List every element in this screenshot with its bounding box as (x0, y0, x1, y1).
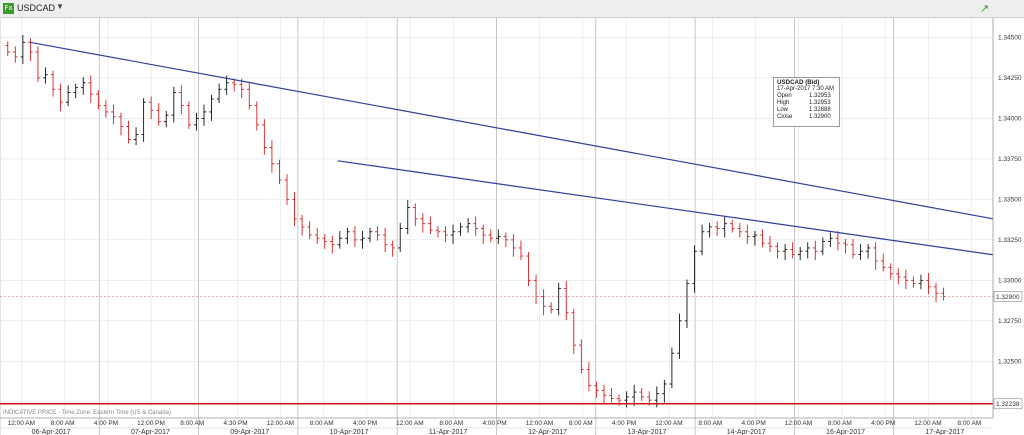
last-price-box (993, 291, 1023, 302)
time-tick-label: 8:00 AM (698, 420, 722, 427)
date-label: 16-Apr-2017 (826, 429, 865, 435)
date-label: 14-Apr-2017 (727, 429, 766, 435)
time-tick-label: 12:00 AM (396, 420, 423, 427)
time-tick-label: 8:00 AM (569, 420, 593, 427)
time-tick-label: 4:00 PM (871, 420, 895, 427)
date-label: 10-Apr-2017 (330, 429, 369, 435)
time-tick-label: 12:00 AM (267, 420, 294, 427)
price-tick-label: 1.32500 (998, 359, 1022, 366)
trendlines (0, 41, 994, 405)
date-label: 06-Apr-2017 (32, 429, 71, 435)
time-tick-label: 4:00 PM (742, 420, 766, 427)
time-tick-label: 4:30 PM (223, 420, 247, 427)
date-label: 09-Apr-2017 (230, 429, 269, 435)
time-tick-label: 12:00 AM (526, 420, 553, 427)
time-tick-label: 12:00 AM (8, 420, 35, 427)
support-price-label: 1.32238 (996, 401, 1020, 408)
time-axis: 12:00 AM 8:00 AM 4:00 PM 12:00 PM 8:00 AM 4:3… (0, 417, 993, 435)
price-tick-label: 1.32750 (998, 318, 1022, 325)
last-price-label: 1.32900 (996, 294, 1020, 301)
time-tick-label: 12:00 PM (137, 420, 165, 427)
tooltip-row-close: Close 1.32900 (777, 114, 831, 120)
time-tick-label: 12:00 AM (785, 420, 812, 427)
price-tick-label: 1.33000 (998, 278, 1022, 285)
date-label: 07-Apr-2017 (131, 429, 170, 435)
price-tick-label: 1.34250 (998, 75, 1022, 82)
price-tick-label: 1.33750 (998, 156, 1022, 163)
time-tick-label: 8:00 AM (957, 420, 981, 427)
chart-icon[interactable]: Fx (3, 3, 14, 14)
tooltip-row-low: Low 1.32888 (777, 107, 831, 113)
time-tick-label: 12:00 AM (655, 420, 682, 427)
price-tick-label: 1.34500 (998, 35, 1022, 42)
time-tick-label: 8:00 AM (439, 420, 463, 427)
time-tick-label: 8:00 AM (310, 420, 334, 427)
time-tick-label: 8:00 AM (828, 420, 852, 427)
price-axis: 1.34500 1.34250 1.34000 1.33750 1.33500 1.332… (992, 18, 1023, 418)
support-price-box (993, 398, 1023, 410)
tooltip-title: USDCAD (Bid) (777, 79, 820, 86)
time-tick-label: 12:00 AM (914, 420, 941, 427)
date-label: 17-Apr-2017 (925, 429, 964, 435)
trendline (29, 41, 994, 220)
price-tick-label: 1.33250 (998, 237, 1022, 244)
time-tick-label: 8:00 AM (51, 420, 75, 427)
trendline (337, 160, 994, 256)
ohlc-tooltip: USDCAD (Bid) 17-Apr-2017 7:30 AM Open 1.3… (773, 77, 840, 127)
date-label: 12-Apr-2017 (528, 429, 567, 435)
date-label: 13-Apr-2017 (627, 429, 666, 435)
chart-toolbar: Fx USDCAD ▼ ↗ (0, 0, 1024, 18)
chevron-down-icon[interactable]: ▼ (56, 2, 64, 11)
time-tick-label: 4:00 PM (612, 420, 636, 427)
footnote: INDICATIVE PRICE - Time Zone: Eastern Ti… (3, 410, 171, 416)
time-tick-label: 4:00 PM (353, 420, 377, 427)
price-tick-label: 1.34000 (998, 116, 1022, 123)
date-label: 11-Apr-2017 (429, 429, 468, 435)
tooltip-row-open: Open 1.32953 (777, 93, 831, 99)
tooltip-row-high: High 1.32953 (777, 100, 831, 106)
symbol-label[interactable]: USDCAD (17, 3, 56, 13)
time-tick-label: 8:00 AM (180, 420, 204, 427)
price-tick-label: 1.33500 (998, 197, 1022, 204)
time-tick-label: 4:00 PM (483, 420, 507, 427)
time-tick-label: 4:00 PM (94, 420, 118, 427)
tooltip-date: 17-Apr-2017 7:30 AM (777, 86, 835, 92)
trend-up-icon[interactable]: ↗ (980, 3, 990, 15)
